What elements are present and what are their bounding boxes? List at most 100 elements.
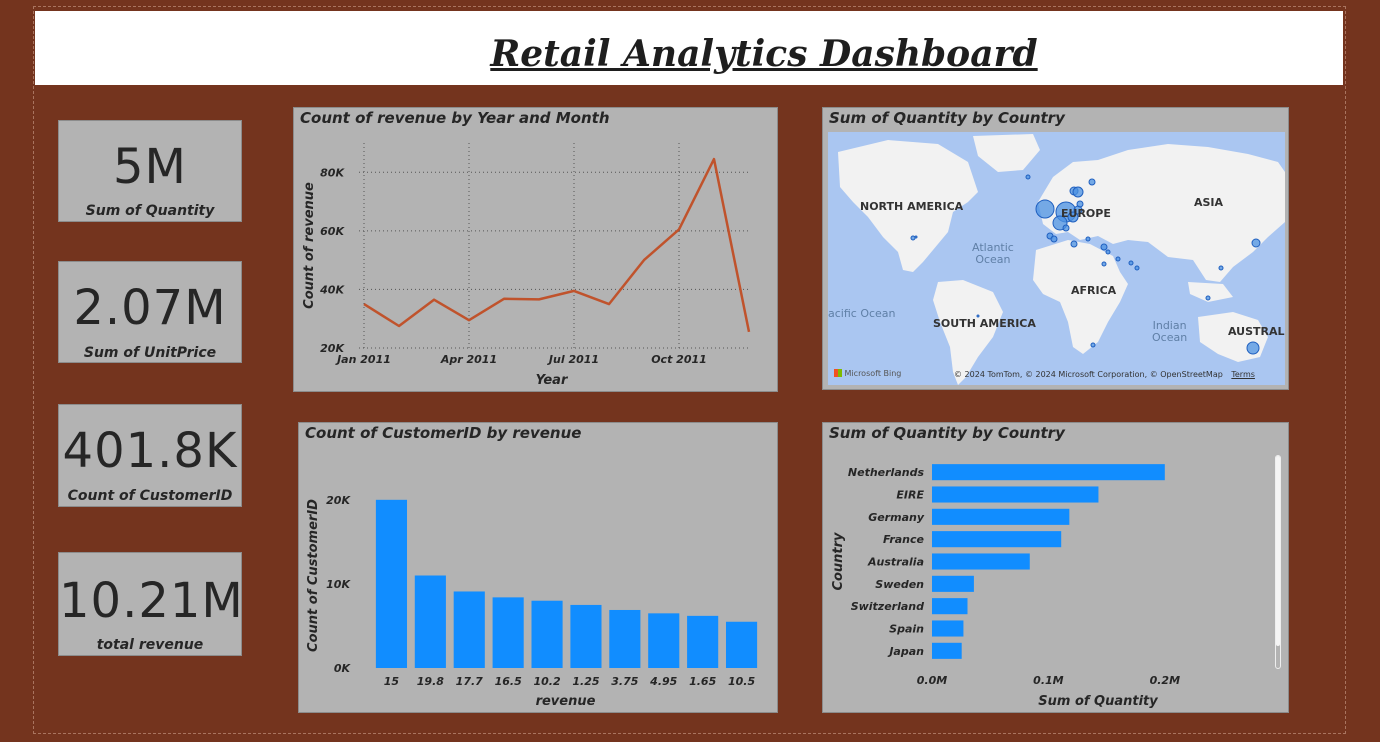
hbar-chart-svg: Netherlands EIRE Germany France Australia Swe… <box>831 464 1180 709</box>
kpi-card-unitprice[interactable]: 2.07M Sum of UnitPrice <box>58 261 242 363</box>
bar <box>932 642 962 659</box>
bar <box>492 597 524 668</box>
bing-logo: Microsoft Bing <box>834 369 901 378</box>
line-chart-visual[interactable]: Count of revenue by Year and Month 20K 40… <box>293 107 778 392</box>
x-tick-label: Jan 2011 <box>335 353 391 366</box>
bar <box>932 508 1070 525</box>
bar <box>375 499 408 668</box>
page-title: Retail Analytics Dashboard <box>490 33 1038 75</box>
bar <box>687 615 719 668</box>
kpi-card-revenue[interactable]: 10.21M total revenue <box>58 552 244 656</box>
kpi-card-customerid[interactable]: 401.8K Count of CustomerID <box>58 404 242 507</box>
bar <box>609 609 641 668</box>
map-bubble <box>1050 235 1058 243</box>
series-line-count-of-revenue <box>363 157 751 333</box>
hbar-chart-title: Sum of Quantity by Country <box>829 424 1065 442</box>
kpi-label: Sum of Quantity <box>85 203 215 219</box>
map-bubbles <box>910 174 1261 355</box>
map-bubble <box>1067 211 1079 223</box>
map-bubble <box>1115 256 1121 262</box>
x-tick-label: 0.1M <box>1033 674 1063 687</box>
y-tick-label: Spain <box>889 623 924 636</box>
kpi-card-quantity[interactable]: 5M Sum of Quantity <box>58 120 242 222</box>
map-bubble <box>1246 341 1260 355</box>
y-tick-label: EIRE <box>896 489 924 502</box>
x-tick-label: Apr 2011 <box>440 353 497 366</box>
x-tick-label: 17.7 <box>456 675 483 688</box>
map-bubble <box>1085 236 1091 242</box>
y-tick-label: 20K <box>320 342 345 355</box>
kpi-value: 401.8K <box>62 423 238 479</box>
hbar-chart-visual[interactable]: Sum of Quantity by Country Netherlands EI… <box>822 422 1289 713</box>
label-europe: EUROPE <box>1061 207 1111 220</box>
map-bubble <box>1128 260 1134 266</box>
bar-chart-title: Count of CustomerID by revenue <box>305 424 582 442</box>
map-bubble <box>914 235 918 239</box>
bar <box>932 464 1165 481</box>
label-atlantic-ocean: Atlantic Ocean <box>972 241 1014 266</box>
bar-chart-svg: 0K 10K 20K 15 19.8 17.7 16.5 10.2 1.25 3.75 4.95 1.… <box>306 494 758 709</box>
y-tick-label: Japan <box>887 645 924 658</box>
label-australia: AUSTRALI <box>1228 325 1285 338</box>
kpi-value: 5M <box>113 139 187 195</box>
map-bubble <box>1218 265 1224 271</box>
map-canvas[interactable]: NORTH AMERICA EUROPE ASIA AFRICA SOUTH A… <box>828 132 1285 385</box>
map-visual[interactable]: Sum of Quantity by Country NORTH AMERICA… <box>822 107 1289 390</box>
map-bubble <box>1072 186 1084 198</box>
line-chart-svg: 20K 40K 60K 80K Jan 2011 Apr 2011 Jul 2011 Oct … <box>302 143 751 388</box>
x-axis-title: Year <box>536 373 569 388</box>
y-tick-label: 80K <box>320 166 345 179</box>
y-axis-title: Country <box>831 532 846 591</box>
map-bubble <box>1070 240 1078 248</box>
bar <box>932 531 1062 548</box>
bar <box>414 575 446 668</box>
y-axis-title: Count of CustomerID <box>306 499 321 652</box>
y-tick-label: Netherlands <box>848 466 925 479</box>
kpi-label: Sum of UnitPrice <box>83 345 217 361</box>
kpi-label: Count of CustomerID <box>67 488 233 504</box>
label-north-america: NORTH AMERICA <box>860 200 964 213</box>
label-pacific-ocean: acific Ocean <box>828 307 896 320</box>
map-bubble <box>1062 224 1070 232</box>
kpi-label: total revenue <box>96 637 204 653</box>
map-title: Sum of Quantity by Country <box>829 109 1065 127</box>
scrollbar[interactable] <box>1275 455 1281 669</box>
map-bubble <box>1105 249 1111 255</box>
x-tick-label: 1.65 <box>689 675 716 688</box>
bar <box>932 553 1030 570</box>
y-tick-label: 60K <box>320 225 345 238</box>
kpi-value: 10.21M <box>59 573 244 629</box>
label-indian-ocean: Indian Ocean <box>1152 319 1188 344</box>
map-bubble <box>1088 178 1096 186</box>
y-tick-label: 10K <box>326 578 351 591</box>
y-tick-label: 40K <box>319 283 345 296</box>
map-bubble <box>1025 174 1031 180</box>
map-bubble <box>1205 295 1211 301</box>
map-land <box>838 134 1285 385</box>
y-tick-label: Switzerland <box>851 600 924 613</box>
x-tick-label: 15 <box>384 675 400 688</box>
label-south-america: SOUTH AMERICA <box>933 317 1036 330</box>
x-tick-label: 10.2 <box>533 675 560 688</box>
map-bubble <box>1101 261 1107 267</box>
header-banner: Retail Analytics Dashboard <box>35 11 1343 85</box>
scrollbar-thumb[interactable] <box>1276 456 1280 646</box>
north-america-landmass <box>838 140 978 272</box>
africa-landmass <box>1033 240 1128 354</box>
y-tick-label: 20K <box>326 494 351 507</box>
bar <box>932 575 974 592</box>
map-bubble <box>1251 238 1261 248</box>
map-bubble <box>910 235 916 241</box>
bar <box>453 591 485 668</box>
x-tick-label: 0.0M <box>917 674 947 687</box>
bar-chart-visual[interactable]: Count of CustomerID by revenue 0K 10K 20K 1… <box>298 422 778 713</box>
terms-link[interactable]: Terms <box>1231 370 1255 379</box>
eurasia-landmass <box>1038 144 1285 282</box>
bar <box>531 600 563 668</box>
x-tick-label: Jul 2011 <box>547 353 599 366</box>
map-bubble <box>1134 265 1140 271</box>
bar <box>648 613 680 668</box>
map-bubble <box>1090 342 1096 348</box>
bar <box>932 598 968 615</box>
map-bubble <box>1100 243 1108 251</box>
